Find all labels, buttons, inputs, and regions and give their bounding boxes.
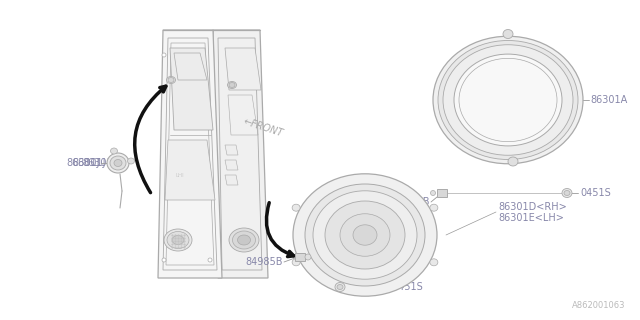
Ellipse shape bbox=[111, 148, 118, 154]
Polygon shape bbox=[213, 30, 268, 278]
Text: 86301J—: 86301J— bbox=[73, 158, 116, 168]
Ellipse shape bbox=[127, 158, 134, 164]
Ellipse shape bbox=[564, 190, 570, 196]
Ellipse shape bbox=[313, 191, 417, 279]
Ellipse shape bbox=[335, 283, 345, 292]
Text: LHI: LHI bbox=[175, 172, 184, 178]
Ellipse shape bbox=[162, 53, 166, 57]
Ellipse shape bbox=[114, 159, 122, 166]
Ellipse shape bbox=[107, 153, 129, 173]
Ellipse shape bbox=[443, 45, 573, 155]
Text: 0451S: 0451S bbox=[392, 282, 423, 292]
Ellipse shape bbox=[305, 184, 425, 286]
Text: 86301E<LH>: 86301E<LH> bbox=[498, 213, 564, 223]
Polygon shape bbox=[165, 140, 215, 200]
Polygon shape bbox=[170, 48, 213, 130]
Ellipse shape bbox=[208, 258, 212, 262]
Text: 86301J: 86301J bbox=[67, 158, 100, 168]
Ellipse shape bbox=[232, 231, 255, 249]
Polygon shape bbox=[158, 30, 222, 278]
Ellipse shape bbox=[229, 83, 235, 87]
Ellipse shape bbox=[503, 29, 513, 38]
FancyBboxPatch shape bbox=[295, 253, 305, 261]
Ellipse shape bbox=[325, 201, 405, 269]
Ellipse shape bbox=[172, 236, 184, 244]
Ellipse shape bbox=[227, 82, 237, 89]
Ellipse shape bbox=[237, 235, 250, 245]
Ellipse shape bbox=[353, 225, 377, 245]
Ellipse shape bbox=[292, 204, 300, 211]
Ellipse shape bbox=[305, 254, 311, 260]
Ellipse shape bbox=[337, 284, 343, 290]
Text: 84985B: 84985B bbox=[246, 257, 283, 267]
Text: 86301D<RH>: 86301D<RH> bbox=[498, 202, 567, 212]
Ellipse shape bbox=[438, 41, 578, 159]
Text: 0451S: 0451S bbox=[580, 188, 611, 198]
Ellipse shape bbox=[167, 231, 189, 249]
Ellipse shape bbox=[562, 188, 572, 197]
Text: 86301A: 86301A bbox=[590, 95, 627, 105]
Ellipse shape bbox=[454, 54, 562, 146]
Text: ←FRONT: ←FRONT bbox=[242, 117, 284, 139]
Polygon shape bbox=[225, 145, 238, 155]
Text: A862001063: A862001063 bbox=[572, 301, 625, 310]
Ellipse shape bbox=[508, 157, 518, 166]
Text: 94985B: 94985B bbox=[392, 197, 430, 207]
Ellipse shape bbox=[166, 76, 175, 84]
Polygon shape bbox=[225, 160, 238, 170]
FancyBboxPatch shape bbox=[437, 189, 447, 197]
Ellipse shape bbox=[229, 228, 259, 252]
Polygon shape bbox=[225, 175, 238, 185]
Ellipse shape bbox=[168, 77, 174, 83]
Ellipse shape bbox=[162, 258, 166, 262]
Ellipse shape bbox=[293, 174, 437, 296]
Ellipse shape bbox=[433, 36, 583, 164]
Ellipse shape bbox=[110, 156, 126, 170]
Text: 86301J: 86301J bbox=[83, 158, 116, 168]
Ellipse shape bbox=[292, 259, 300, 266]
Ellipse shape bbox=[340, 214, 390, 256]
Ellipse shape bbox=[164, 229, 192, 251]
Polygon shape bbox=[225, 48, 261, 90]
Ellipse shape bbox=[430, 259, 438, 266]
Ellipse shape bbox=[431, 190, 435, 196]
Ellipse shape bbox=[430, 204, 438, 211]
